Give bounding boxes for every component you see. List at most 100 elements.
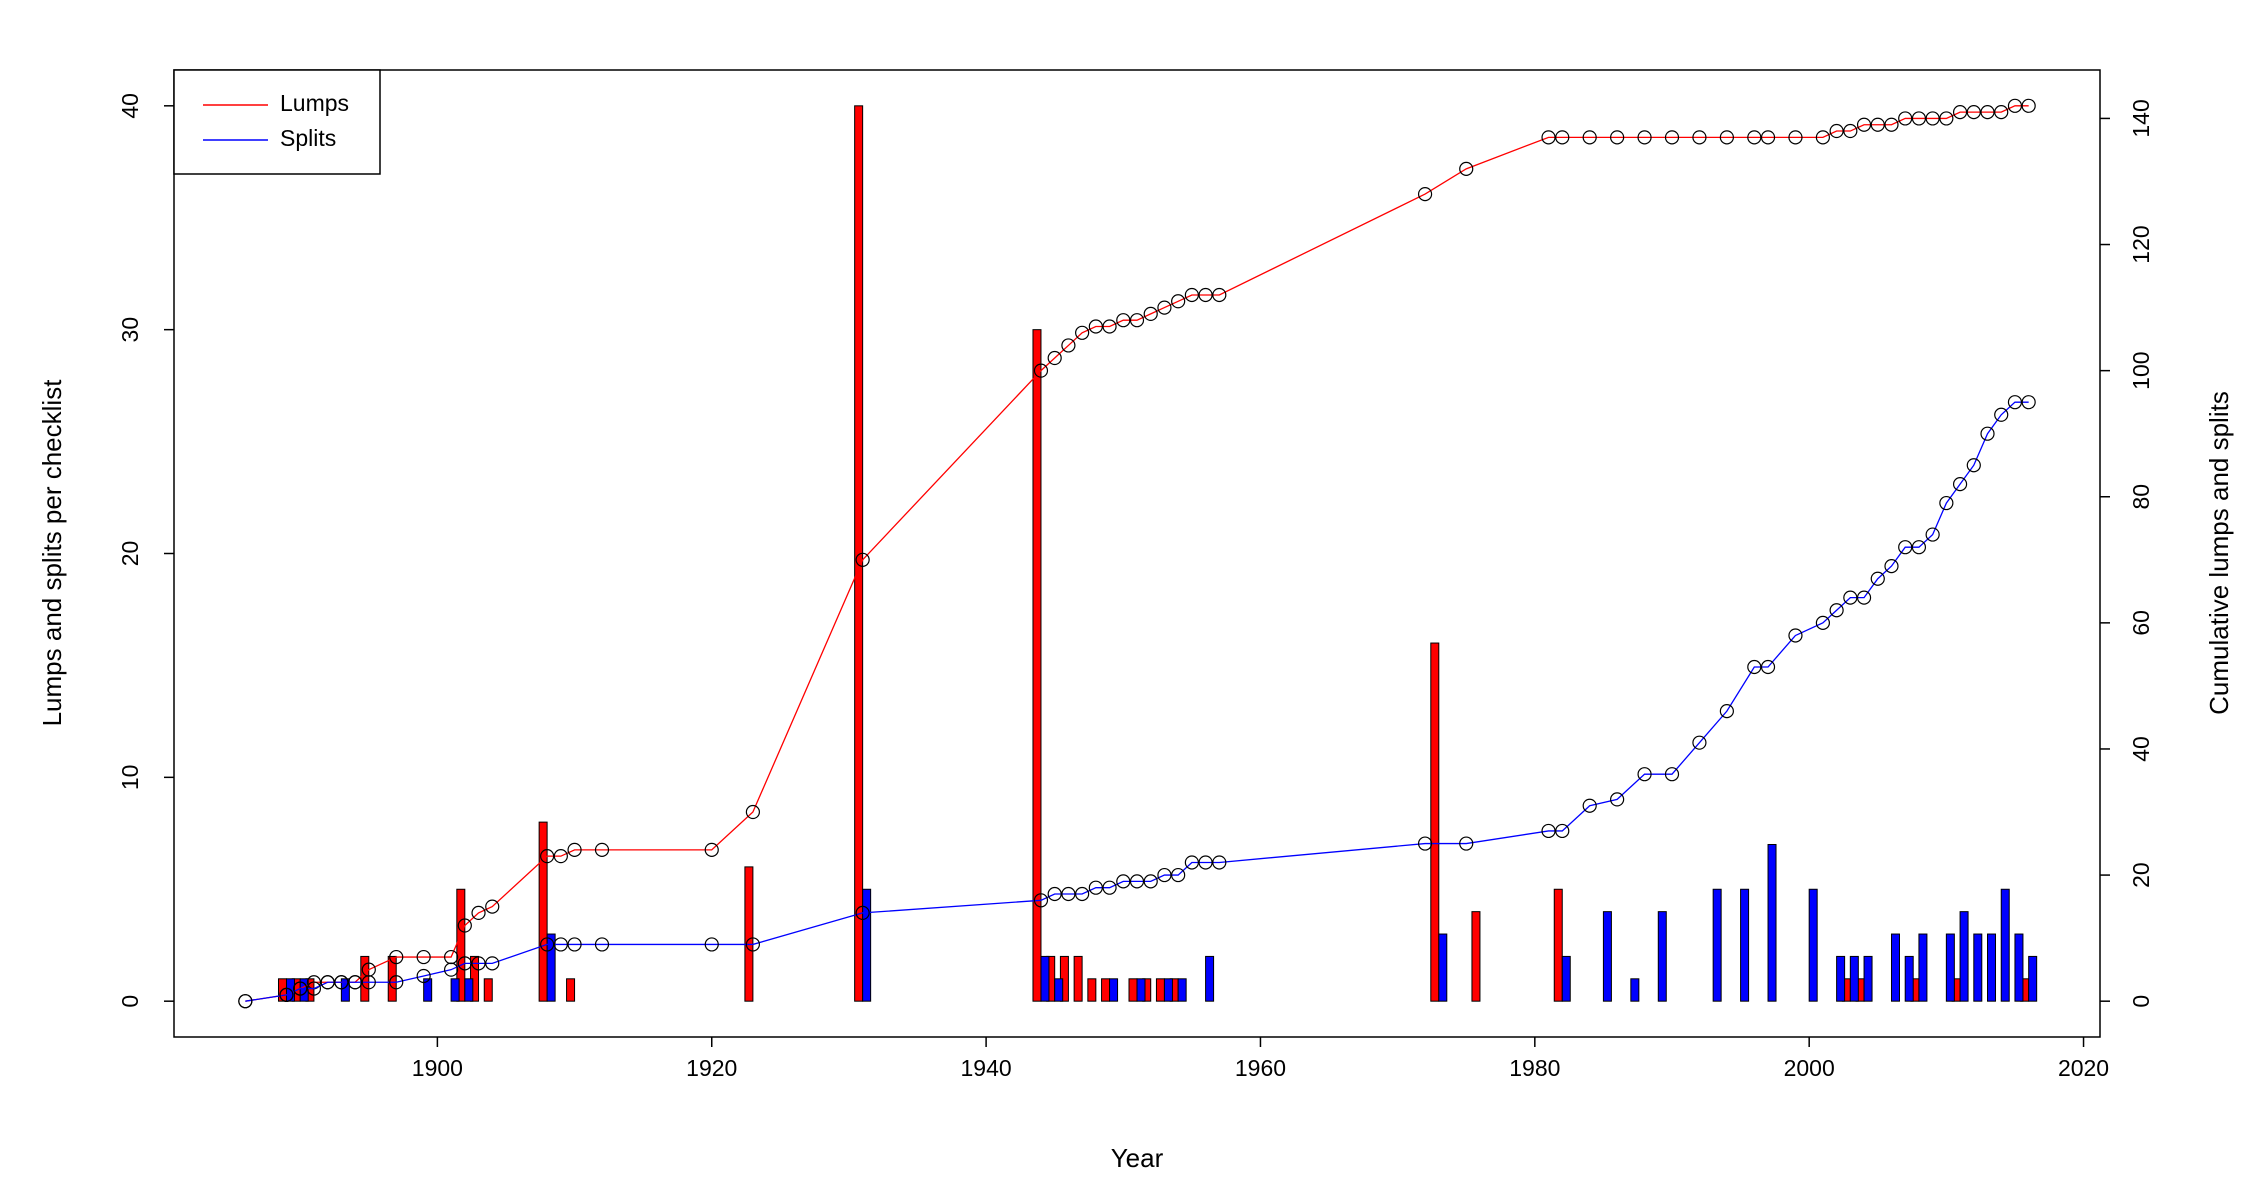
bar bbox=[1987, 933, 1997, 1002]
bar bbox=[1087, 978, 1097, 1002]
bar bbox=[2000, 888, 2010, 1002]
point bbox=[1829, 123, 1844, 139]
bar bbox=[1890, 933, 1900, 1002]
point bbox=[1555, 130, 1570, 145]
bar bbox=[1155, 978, 1165, 1002]
point bbox=[1610, 792, 1625, 807]
point bbox=[293, 981, 308, 996]
bar bbox=[1602, 911, 1612, 1002]
point bbox=[471, 905, 486, 921]
point bbox=[1747, 130, 1762, 145]
bar bbox=[483, 978, 493, 1002]
point bbox=[416, 968, 431, 984]
point bbox=[1143, 874, 1158, 889]
point bbox=[238, 994, 253, 1009]
bar bbox=[387, 955, 397, 1002]
point bbox=[567, 842, 582, 857]
point bbox=[594, 842, 610, 857]
point bbox=[1061, 886, 1076, 902]
point bbox=[1898, 111, 1913, 126]
point bbox=[485, 899, 500, 914]
y2-tick-label: 60 bbox=[2128, 610, 2154, 636]
x-tick-label: 2020 bbox=[2058, 1055, 2109, 1081]
point bbox=[1719, 130, 1734, 145]
bar bbox=[1863, 955, 1873, 1002]
point bbox=[1952, 105, 1968, 120]
point bbox=[540, 937, 555, 952]
point bbox=[485, 956, 500, 971]
point bbox=[1582, 798, 1597, 813]
bar bbox=[2014, 933, 2024, 1002]
x-axis-title: Year bbox=[1111, 1143, 1164, 1173]
point bbox=[334, 975, 349, 990]
bar bbox=[299, 978, 309, 1002]
point bbox=[1171, 867, 1186, 883]
point bbox=[471, 956, 486, 971]
bar bbox=[538, 821, 548, 1002]
point bbox=[361, 975, 376, 990]
y2-tick-label: 40 bbox=[2128, 736, 2154, 762]
point bbox=[1033, 363, 1049, 378]
point bbox=[1980, 105, 1995, 120]
point bbox=[1198, 287, 1213, 303]
point bbox=[1939, 111, 1954, 126]
bar bbox=[1128, 978, 1138, 1002]
point bbox=[1198, 855, 1213, 870]
point bbox=[457, 918, 472, 933]
point bbox=[1898, 540, 1913, 555]
point bbox=[855, 905, 870, 921]
point bbox=[1047, 886, 1062, 902]
point bbox=[540, 849, 555, 864]
point bbox=[1856, 590, 1872, 605]
bar bbox=[1073, 955, 1083, 1002]
bar bbox=[1836, 955, 1846, 1002]
bar bbox=[1040, 955, 1050, 1002]
point bbox=[1637, 767, 1652, 782]
x-tick-label: 1900 bbox=[412, 1055, 463, 1081]
point bbox=[279, 987, 294, 1002]
bar bbox=[340, 978, 350, 1002]
bar bbox=[1438, 933, 1448, 1002]
point bbox=[1047, 350, 1062, 366]
bar bbox=[1163, 978, 1173, 1002]
x-tick-label: 2000 bbox=[1784, 1055, 1835, 1081]
bar bbox=[1205, 955, 1215, 1002]
bar bbox=[744, 866, 754, 1002]
point bbox=[444, 962, 459, 977]
point bbox=[1129, 874, 1145, 889]
point bbox=[1980, 426, 1995, 441]
line bbox=[245, 401, 2029, 1002]
point bbox=[1870, 571, 1885, 586]
point bbox=[1129, 313, 1145, 328]
point bbox=[1719, 704, 1734, 719]
bar bbox=[2028, 955, 2038, 1002]
point bbox=[1541, 130, 1556, 145]
point bbox=[1747, 659, 1762, 675]
point bbox=[1555, 823, 1570, 839]
bar bbox=[464, 978, 474, 1002]
bar bbox=[423, 978, 433, 1002]
point bbox=[567, 937, 582, 952]
point bbox=[389, 949, 404, 965]
y-tick-label: 20 bbox=[117, 541, 143, 567]
point bbox=[1212, 287, 1227, 303]
point bbox=[1692, 735, 1707, 750]
point bbox=[1966, 458, 1981, 473]
point bbox=[1075, 325, 1090, 340]
y2-tick-label: 80 bbox=[2128, 484, 2154, 510]
point bbox=[1939, 495, 1954, 511]
point bbox=[1582, 130, 1597, 145]
bar bbox=[566, 978, 576, 1002]
bar bbox=[546, 933, 556, 1002]
point bbox=[855, 552, 870, 567]
point bbox=[704, 842, 719, 857]
point bbox=[1664, 767, 1680, 782]
point bbox=[1760, 659, 1776, 675]
bar bbox=[862, 888, 872, 1002]
y2-tick-label: 100 bbox=[2128, 351, 2154, 389]
bar bbox=[1136, 978, 1146, 1002]
legend-label: Splits bbox=[280, 125, 336, 151]
